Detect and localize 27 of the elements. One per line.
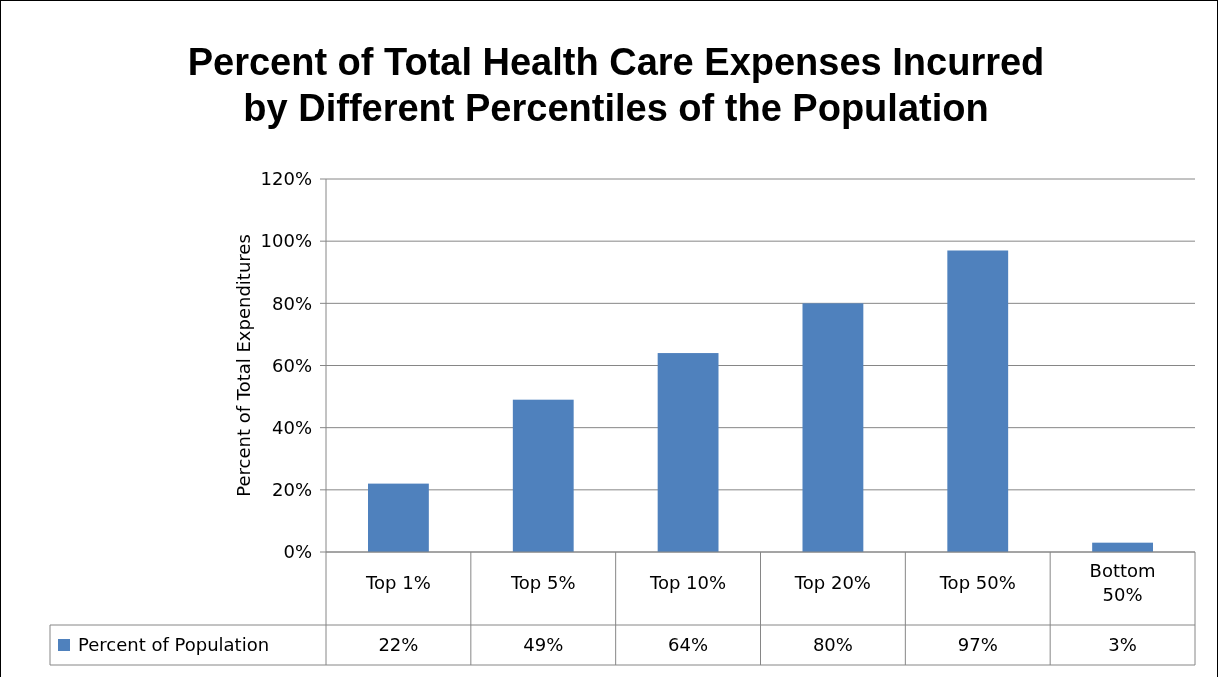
x-tick-label: Top 1% <box>365 571 431 593</box>
x-tick-label: Bottom 50% <box>1089 559 1156 605</box>
legend-label: Percent of Population <box>78 634 270 656</box>
data-label: 22% <box>378 634 419 656</box>
bar <box>802 303 864 552</box>
data-label: 3% <box>1108 634 1137 656</box>
y-tick-label: 120% <box>260 168 312 190</box>
y-tick-label: 20% <box>271 479 312 501</box>
data-label: 97% <box>957 634 998 656</box>
bar <box>368 483 429 552</box>
bar <box>512 399 574 552</box>
y-tick-label: 40% <box>271 416 312 438</box>
chart-title: Percent of Total Health Care Expenses Incurred by Different Percentiles of the Population <box>187 41 1045 129</box>
y-tick-label: 100% <box>260 230 312 252</box>
data-label: 49% <box>523 634 564 656</box>
y-tick-label: 80% <box>271 292 312 314</box>
y-axis-title: Percent of Total Expenditures <box>233 234 254 497</box>
x-tick-label: Top 5% <box>509 571 576 593</box>
x-tick-label: Top 50% <box>938 571 1016 593</box>
x-tick-label: Top 10% <box>649 571 727 593</box>
data-label: 80% <box>812 634 853 656</box>
x-tick-label: Top 20% <box>793 571 871 593</box>
bar <box>657 353 719 552</box>
y-tick-label: 60% <box>271 354 312 376</box>
bar <box>947 250 1009 552</box>
data-label: 64% <box>668 634 709 656</box>
y-tick-label: 0% <box>283 541 312 563</box>
